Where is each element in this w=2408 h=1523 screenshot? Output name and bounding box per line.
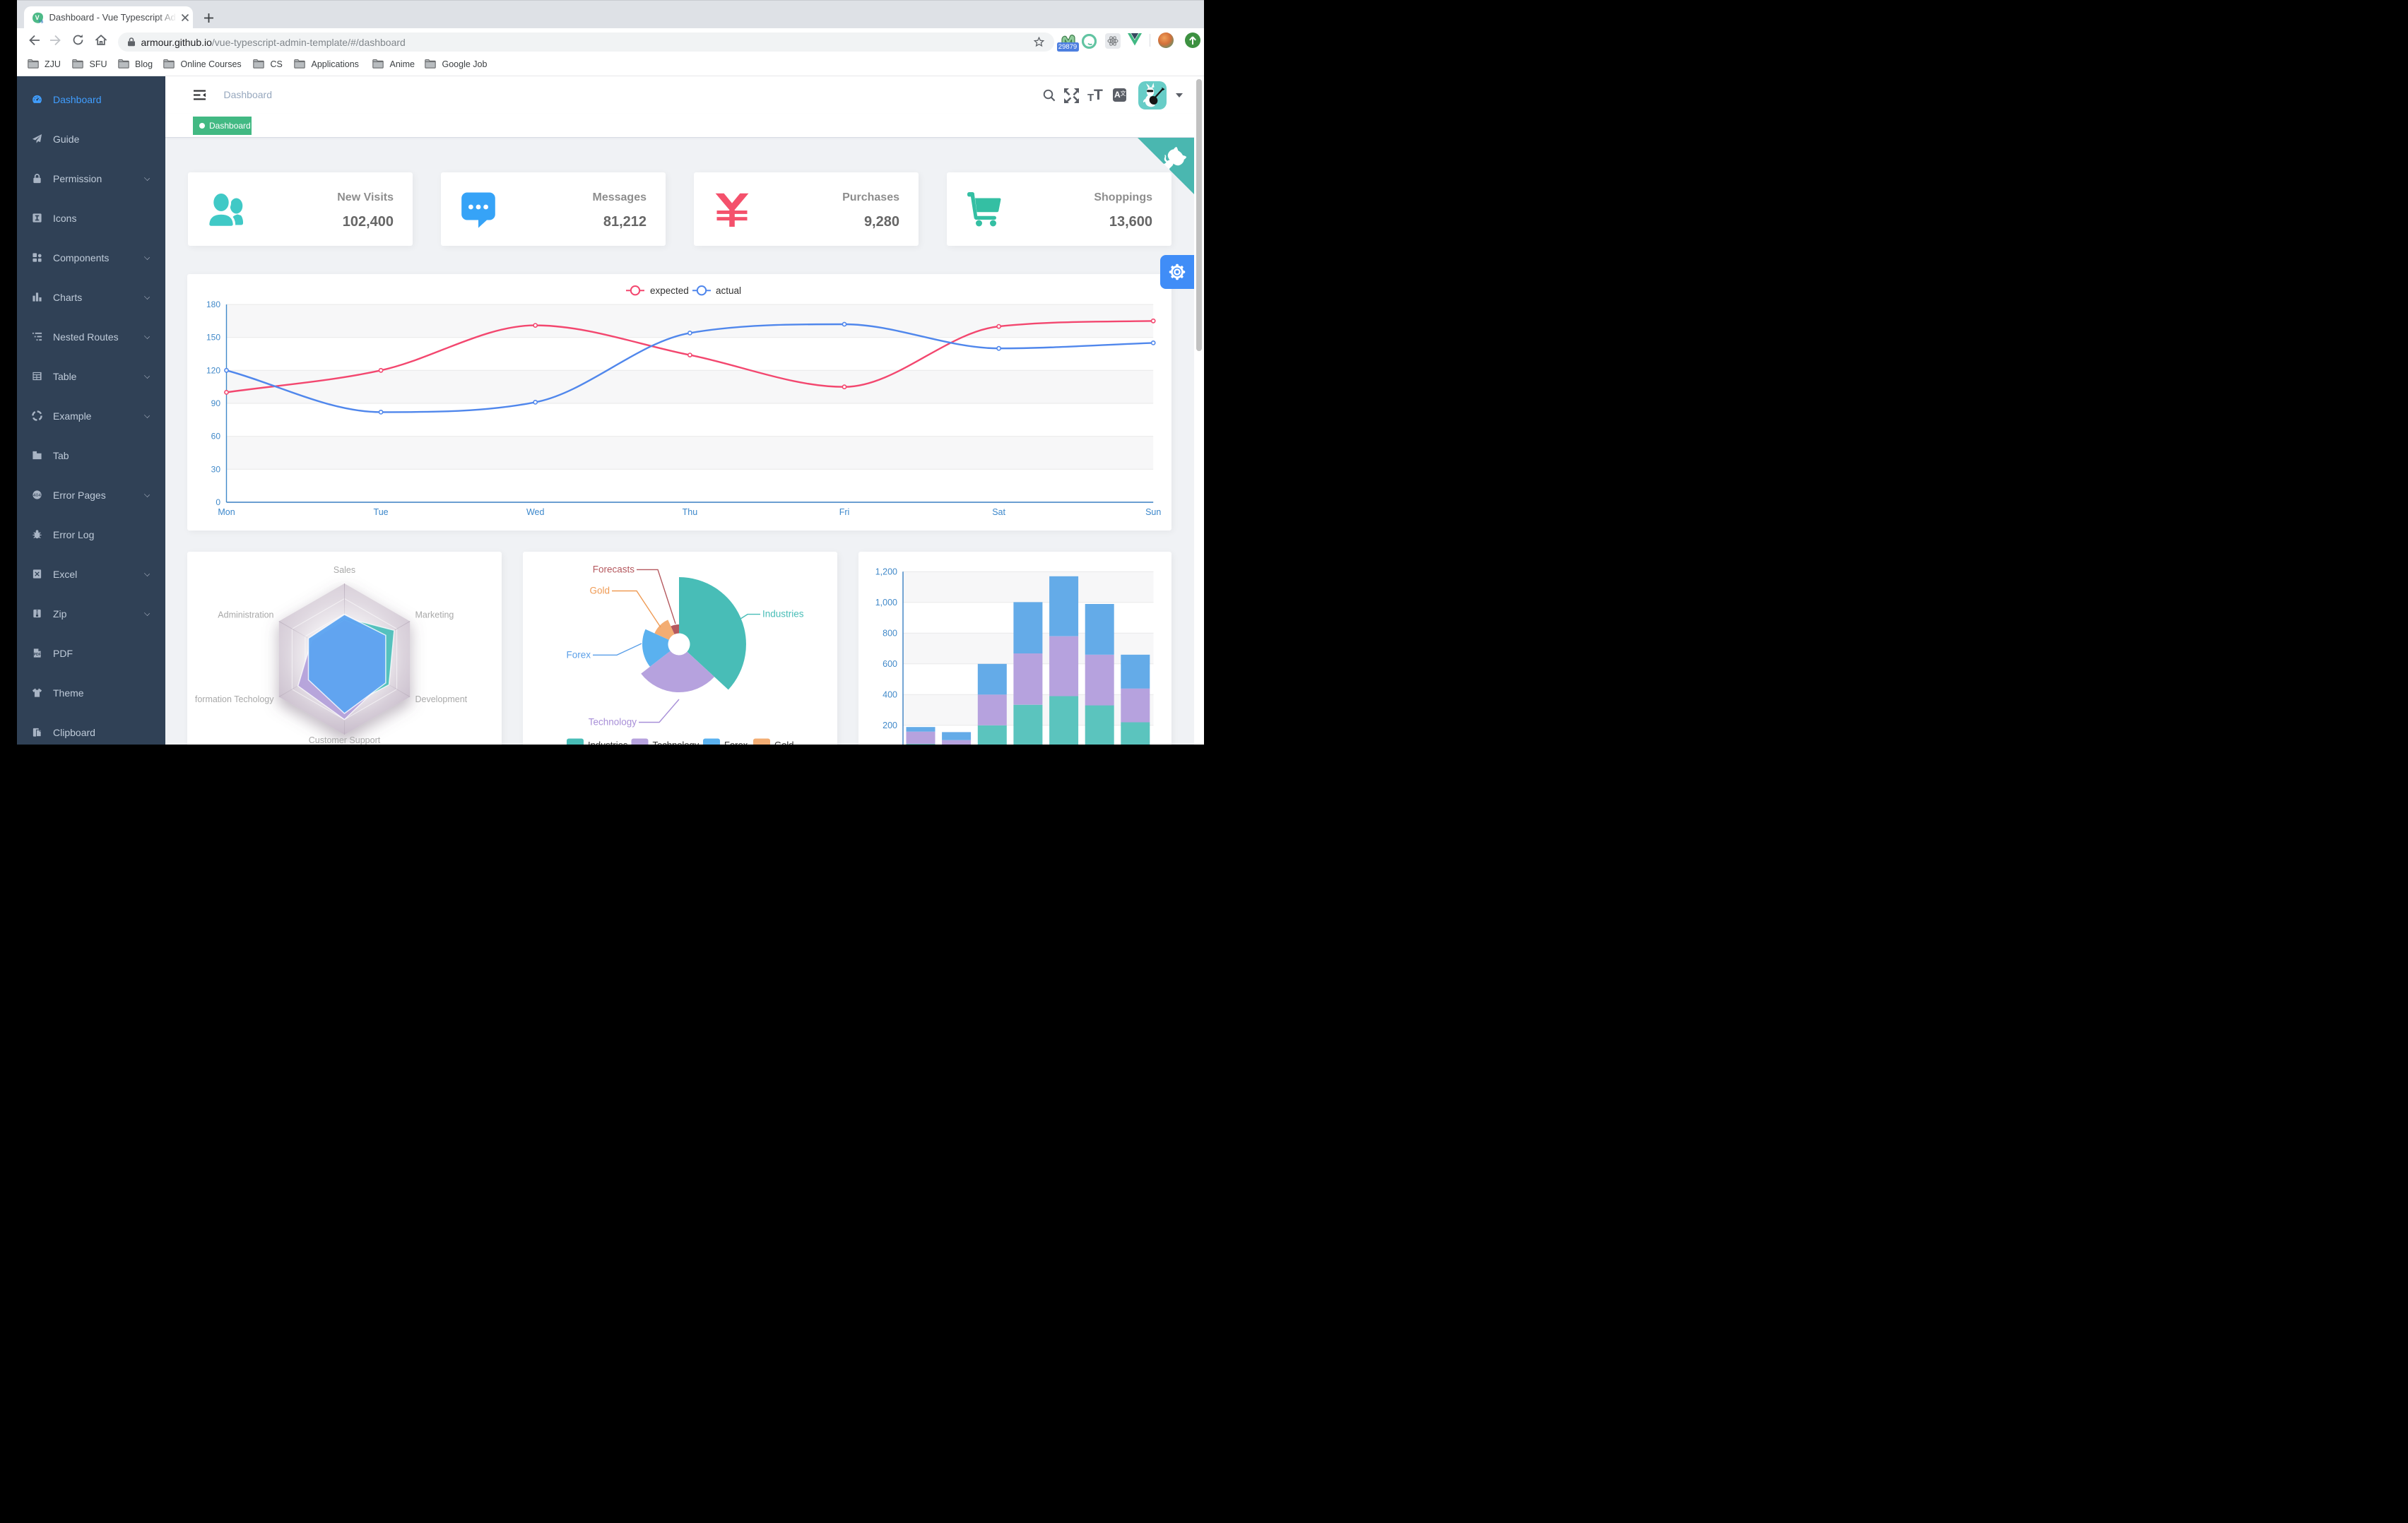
svg-text:200: 200 [883,720,897,730]
svg-text:400: 400 [883,689,897,699]
svg-text:Sat: Sat [992,507,1005,517]
svg-text:expected: expected [650,285,689,296]
svg-text:Technology: Technology [653,740,700,745]
svg-text:30: 30 [211,464,221,474]
svg-text:Sun: Sun [1145,507,1161,517]
svg-text:Mon: Mon [218,507,235,517]
svg-text:formation Techology: formation Techology [195,694,274,704]
svg-text:90: 90 [211,398,221,408]
svg-text:Industries: Industries [762,608,804,619]
svg-text:1,000: 1,000 [875,597,897,607]
svg-text:Customer Support: Customer Support [309,735,381,745]
svg-text:Forex: Forex [566,649,591,660]
svg-text:150: 150 [206,333,220,343]
svg-text:Administration: Administration [218,610,273,620]
svg-text:Industries: Industries [588,740,628,745]
svg-text:180: 180 [206,300,220,309]
svg-text:Technology: Technology [589,716,637,727]
svg-text:Tue: Tue [374,507,389,517]
svg-text:Marketing: Marketing [415,610,454,620]
svg-text:Development: Development [415,694,468,704]
svg-text:PDF: PDF [33,653,40,657]
svg-text:Thu: Thu [683,507,698,517]
svg-text:Sales: Sales [334,565,355,575]
svg-text:Forecasts: Forecasts [593,564,635,574]
svg-text:600: 600 [883,658,897,668]
svg-text:Gold: Gold [774,740,793,745]
svg-text:800: 800 [883,628,897,638]
svg-text:60: 60 [211,432,221,442]
svg-text:actual: actual [716,285,741,296]
svg-text:Wed: Wed [526,507,545,517]
svg-text:Fri: Fri [839,507,850,517]
svg-text:V: V [35,14,39,21]
svg-text:120: 120 [206,365,220,375]
svg-text:404: 404 [33,493,41,498]
svg-text:TS: TS [38,20,43,24]
svg-text:1,200: 1,200 [875,567,897,576]
svg-text:Forex: Forex [724,740,748,745]
svg-text:0: 0 [216,497,220,507]
svg-text:Gold: Gold [589,585,610,595]
